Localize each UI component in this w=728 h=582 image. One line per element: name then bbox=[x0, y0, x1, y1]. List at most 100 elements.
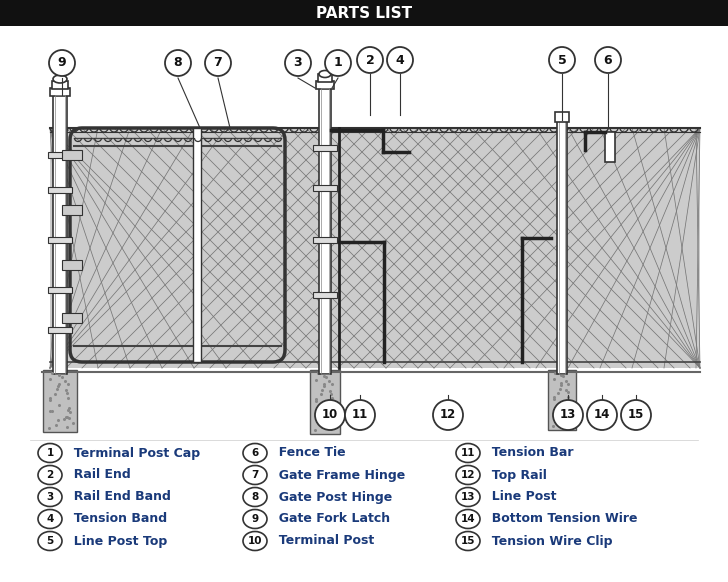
Bar bbox=[62, 205, 82, 215]
Bar bbox=[605, 132, 615, 162]
Text: 3: 3 bbox=[47, 492, 54, 502]
Bar bbox=[53, 95, 67, 374]
Ellipse shape bbox=[53, 75, 67, 83]
Text: 13: 13 bbox=[560, 409, 576, 421]
Bar bbox=[48, 237, 72, 243]
Text: Tension Wire Clip: Tension Wire Clip bbox=[483, 534, 612, 548]
Text: 11: 11 bbox=[461, 448, 475, 458]
Text: 7: 7 bbox=[251, 470, 258, 480]
Ellipse shape bbox=[456, 466, 480, 484]
Bar bbox=[316, 81, 334, 89]
Text: 2: 2 bbox=[365, 54, 374, 66]
Text: Line Post Top: Line Post Top bbox=[65, 534, 167, 548]
Bar bbox=[313, 145, 337, 151]
Bar bbox=[48, 287, 72, 293]
Text: 12: 12 bbox=[461, 470, 475, 480]
Bar bbox=[48, 152, 72, 158]
Bar bbox=[321, 88, 329, 374]
Ellipse shape bbox=[456, 509, 480, 528]
Bar bbox=[62, 150, 82, 160]
Text: Rail End: Rail End bbox=[65, 469, 131, 481]
Text: Gate Post Hinge: Gate Post Hinge bbox=[270, 491, 392, 503]
Ellipse shape bbox=[243, 488, 267, 506]
Circle shape bbox=[387, 47, 413, 73]
Text: Rail End Band: Rail End Band bbox=[65, 491, 171, 503]
Text: 7: 7 bbox=[213, 56, 222, 69]
Circle shape bbox=[549, 47, 575, 73]
Bar bbox=[50, 128, 700, 368]
Ellipse shape bbox=[38, 443, 62, 463]
Bar bbox=[62, 260, 82, 270]
Circle shape bbox=[285, 50, 311, 76]
Circle shape bbox=[165, 50, 191, 76]
Text: 11: 11 bbox=[352, 409, 368, 421]
Circle shape bbox=[49, 50, 75, 76]
Text: 2: 2 bbox=[47, 470, 54, 480]
Circle shape bbox=[553, 400, 583, 430]
Ellipse shape bbox=[243, 466, 267, 484]
Circle shape bbox=[433, 400, 463, 430]
Bar bbox=[48, 187, 72, 193]
Text: Bottom Tension Wire: Bottom Tension Wire bbox=[483, 513, 638, 526]
Text: Terminal Post: Terminal Post bbox=[270, 534, 374, 548]
Ellipse shape bbox=[243, 531, 267, 551]
Ellipse shape bbox=[243, 443, 267, 463]
Text: 8: 8 bbox=[251, 492, 258, 502]
Text: 3: 3 bbox=[293, 56, 302, 69]
Text: Terminal Post Cap: Terminal Post Cap bbox=[65, 446, 200, 460]
Ellipse shape bbox=[243, 509, 267, 528]
Text: 10: 10 bbox=[322, 409, 338, 421]
Circle shape bbox=[357, 47, 383, 73]
Ellipse shape bbox=[38, 488, 62, 506]
Text: 4: 4 bbox=[47, 514, 54, 524]
Ellipse shape bbox=[38, 531, 62, 551]
Text: 6: 6 bbox=[604, 54, 612, 66]
Text: 5: 5 bbox=[47, 536, 54, 546]
Text: 1: 1 bbox=[47, 448, 54, 458]
Text: 14: 14 bbox=[461, 514, 475, 524]
Ellipse shape bbox=[38, 509, 62, 528]
Circle shape bbox=[325, 50, 351, 76]
Text: Gate Fork Latch: Gate Fork Latch bbox=[270, 513, 390, 526]
Bar bbox=[548, 370, 576, 430]
Text: Top Rail: Top Rail bbox=[483, 469, 547, 481]
Bar bbox=[318, 74, 332, 82]
Text: 13: 13 bbox=[461, 492, 475, 502]
Bar bbox=[313, 185, 337, 191]
Bar bbox=[48, 327, 72, 333]
Text: 1: 1 bbox=[333, 56, 342, 69]
Bar bbox=[310, 370, 340, 434]
Bar bbox=[50, 88, 70, 96]
Bar bbox=[555, 112, 569, 122]
Text: Tension Band: Tension Band bbox=[65, 513, 167, 526]
Bar bbox=[193, 128, 201, 362]
Circle shape bbox=[345, 400, 375, 430]
Text: Tension Bar: Tension Bar bbox=[483, 446, 574, 460]
Text: Gate Frame Hinge: Gate Frame Hinge bbox=[270, 469, 405, 481]
Ellipse shape bbox=[456, 531, 480, 551]
Ellipse shape bbox=[456, 443, 480, 463]
Text: 8: 8 bbox=[174, 56, 182, 69]
Bar bbox=[62, 313, 82, 323]
Bar bbox=[559, 120, 565, 374]
Circle shape bbox=[595, 47, 621, 73]
Text: Line Post: Line Post bbox=[483, 491, 556, 503]
Text: PARTS LIST: PARTS LIST bbox=[316, 5, 412, 20]
Bar bbox=[43, 370, 77, 432]
Circle shape bbox=[587, 400, 617, 430]
Ellipse shape bbox=[319, 70, 331, 77]
Circle shape bbox=[315, 400, 345, 430]
Bar bbox=[52, 81, 68, 89]
Bar bbox=[0, 0, 728, 26]
Text: 14: 14 bbox=[594, 409, 610, 421]
Bar bbox=[313, 237, 337, 243]
Text: Fence Tie: Fence Tie bbox=[270, 446, 346, 460]
Text: 12: 12 bbox=[440, 409, 456, 421]
Text: 4: 4 bbox=[395, 54, 404, 66]
Text: 10: 10 bbox=[248, 536, 262, 546]
Bar bbox=[557, 120, 567, 374]
Text: 9: 9 bbox=[58, 56, 66, 69]
Text: 15: 15 bbox=[628, 409, 644, 421]
Text: 5: 5 bbox=[558, 54, 566, 66]
Circle shape bbox=[621, 400, 651, 430]
